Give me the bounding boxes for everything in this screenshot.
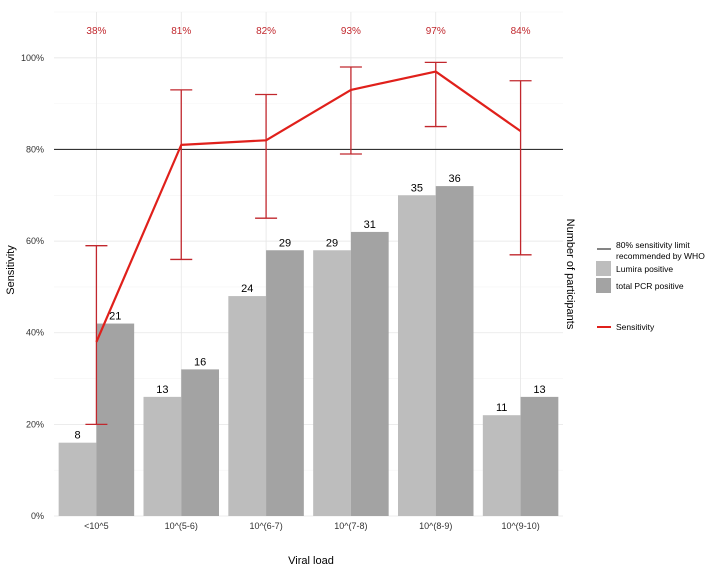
legend-lumira-label: Lumira positive (616, 264, 673, 274)
sensitivity-percent-label: 97% (426, 26, 446, 37)
y-tick-label: 100% (21, 53, 44, 63)
data-labels: 8 13 24 29 35 11 21 16 29 31 36 13 38% 81% 82% 93% 97% 84… (74, 26, 545, 442)
bar-value-label: 16 (194, 356, 206, 368)
bar-value-label: 24 (241, 283, 253, 295)
bar-value-label: 29 (326, 237, 338, 249)
x-tick-label: 10^(7-8) (334, 521, 367, 531)
bar-lumira (143, 396, 182, 516)
sensitivity-percent-label: 93% (341, 26, 361, 37)
bar-pcr (181, 369, 220, 516)
bar-lumira (482, 415, 521, 516)
x-tick-label: 10^(6-7) (249, 521, 282, 531)
y-tick-label: 0% (31, 511, 44, 521)
sensitivity-line (95, 70, 522, 343)
legend-sensitivity-label: Sensitivity (616, 322, 655, 332)
sensitivity-percent-label: 38% (86, 26, 106, 37)
bar-value-label: 11 (496, 402, 507, 414)
legend-lumira-swatch (596, 261, 611, 276)
x-tick-label: 10^(8-9) (419, 521, 452, 531)
sensitivity-series (85, 61, 532, 426)
sensitivity-percent-label: 81% (171, 26, 191, 37)
sensitivity-percent-label: 84% (511, 26, 531, 37)
axes: 0% 20% 40% 60% 80% 100% <10^5 10^(5-6) 10^(6-7) 1… (21, 53, 540, 531)
x-tick-label: <10^5 (84, 521, 109, 531)
y-tick-label: 40% (26, 328, 44, 338)
bar-lumira (58, 442, 97, 516)
bars (58, 186, 559, 517)
bar-value-label: 13 (533, 384, 545, 396)
legend-pcr-label: total PCR positive (616, 281, 684, 291)
x-axis-title: Viral load (288, 555, 334, 567)
bar-value-label: 21 (109, 311, 121, 323)
bar-pcr (266, 250, 304, 516)
sensitivity-percent-label: 82% (256, 26, 276, 37)
x-tick-label: 10^(9-10) (501, 521, 539, 531)
x-tick-label: 10^(5-6) (165, 521, 198, 531)
y-tick-label: 60% (26, 236, 44, 246)
bar-pcr (435, 186, 474, 517)
bar-pcr (350, 231, 389, 516)
bar-lumira (313, 250, 351, 516)
bar-pcr (520, 396, 559, 516)
bar-value-label: 13 (156, 384, 168, 396)
secondary-axis-title: Number of participants (564, 219, 576, 330)
bar-value-label: 36 (449, 173, 461, 185)
y-axis-title: Sensitivity (5, 245, 17, 295)
bar-pcr (96, 323, 135, 516)
bar-lumira (397, 195, 436, 517)
bar-value-label: 35 (411, 182, 423, 194)
legend: 80% sensitivity limit recommended by WHO… (596, 240, 705, 332)
y-tick-label: 80% (26, 144, 44, 154)
bar-value-label: 29 (279, 237, 291, 249)
bar-value-label: 8 (74, 430, 80, 442)
legend-pcr-swatch (596, 278, 611, 293)
y-tick-label: 20% (26, 419, 44, 429)
bar-value-label: 31 (364, 219, 376, 231)
bar-lumira (228, 296, 267, 516)
legend-reference-label-line1: 80% sensitivity limit (616, 240, 690, 250)
legend-reference-label-line2: recommended by WHO (616, 251, 705, 261)
